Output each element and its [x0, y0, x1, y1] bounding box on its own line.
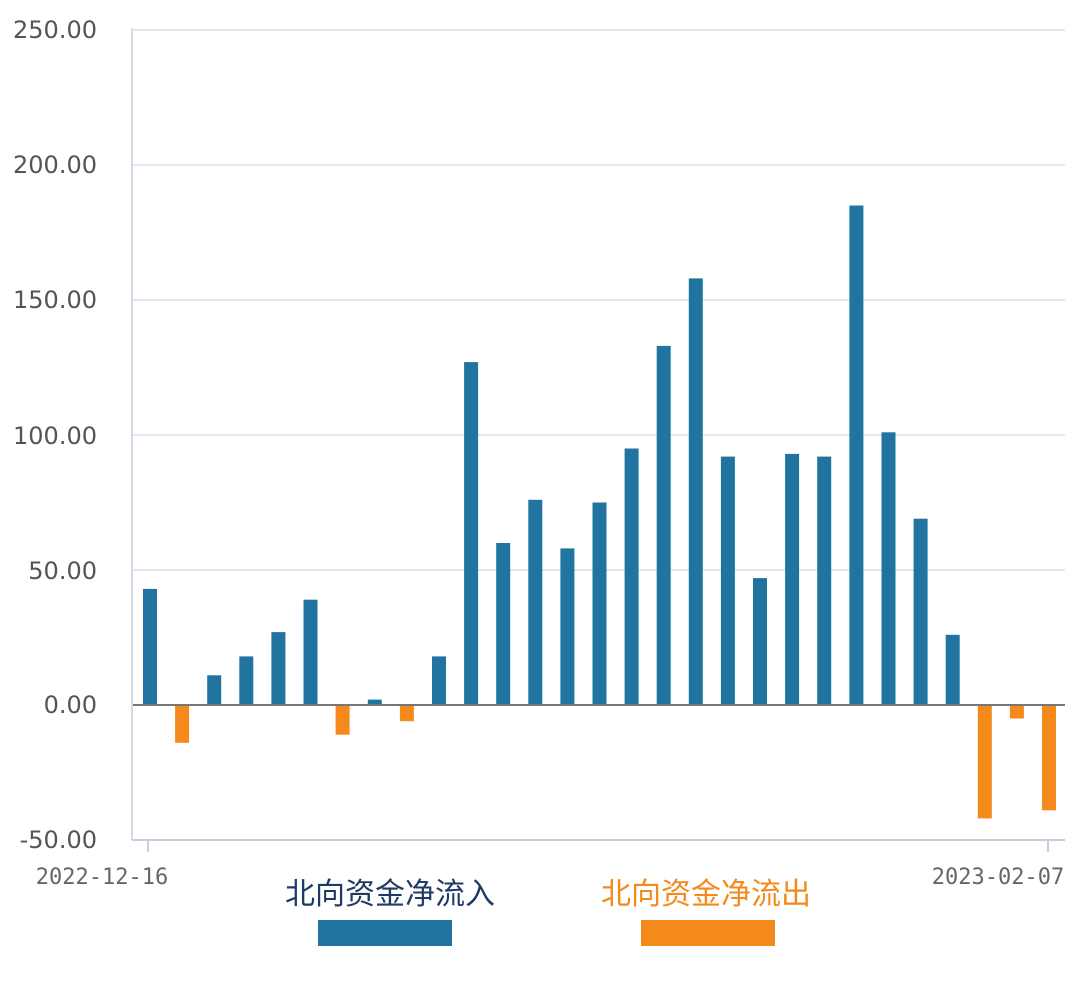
- x-tick-label-start: 2022-12-16: [36, 865, 168, 890]
- bar-inflow: [881, 432, 896, 705]
- y-tick-label: 200.00: [13, 151, 97, 179]
- y-tick-label: -50.00: [20, 826, 97, 854]
- bar-outflow: [335, 705, 350, 735]
- bar-inflow: [560, 548, 575, 705]
- bar-inflow: [367, 699, 382, 705]
- y-tick-label: 100.00: [13, 422, 97, 450]
- bar-inflow: [207, 675, 222, 705]
- legend-label-inflow: 北向资金净流入: [285, 877, 495, 912]
- legend-label-outflow: 北向资金净流出: [601, 877, 811, 912]
- bar-outflow: [175, 705, 190, 743]
- y-tick-label: 50.00: [28, 557, 97, 585]
- bar-inflow: [271, 632, 286, 705]
- bar-inflow: [464, 362, 479, 705]
- bar-inflow: [720, 456, 735, 705]
- bar-outflow: [977, 705, 992, 819]
- y-axis-tick-labels: 250.00 200.00 150.00 100.00 50.00 0.00 -…: [13, 16, 97, 854]
- x-tick-label-end: 2023-02-07: [932, 865, 1064, 890]
- bar-outflow: [399, 705, 414, 722]
- bar-inflow: [945, 634, 960, 705]
- bar-inflow: [753, 578, 767, 705]
- bar-inflow: [528, 499, 543, 705]
- bar-inflow: [432, 656, 446, 705]
- y-tick-label: 250.00: [13, 16, 97, 44]
- legend: 北向资金净流入 北向资金净流出: [285, 877, 811, 946]
- bar-inflow: [913, 518, 928, 705]
- bar-inflow: [817, 456, 832, 705]
- legend-swatch-inflow: [318, 920, 452, 946]
- bar-inflow: [592, 502, 607, 705]
- bar-inflow: [656, 345, 671, 705]
- bar-inflow: [239, 656, 254, 705]
- bar-inflow: [849, 205, 864, 705]
- bar-inflow: [785, 453, 800, 705]
- bar-inflow: [624, 448, 639, 705]
- y-tick-label: 150.00: [13, 286, 97, 314]
- grid-lines: [132, 29, 1065, 571]
- bar-inflow: [303, 599, 318, 705]
- bar-outflow: [1042, 705, 1056, 811]
- bar-inflow: [496, 543, 511, 705]
- bars: [143, 205, 1056, 819]
- bar-inflow: [688, 278, 703, 705]
- y-tick-label: 0.00: [44, 691, 97, 719]
- legend-swatch-outflow: [641, 920, 775, 946]
- bar-inflow: [143, 588, 157, 705]
- bar-outflow: [1009, 705, 1024, 719]
